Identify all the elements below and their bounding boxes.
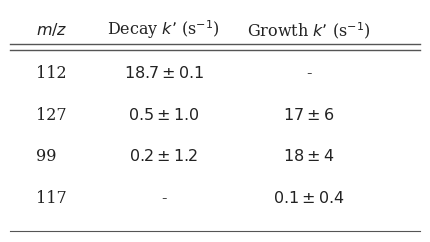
Text: -: - — [161, 190, 166, 207]
Text: $17 \pm 6$: $17 \pm 6$ — [283, 106, 335, 123]
Text: Growth $k$’ (s$^{-1}$): Growth $k$’ (s$^{-1}$) — [247, 20, 371, 41]
Text: Decay $k$’ (s$^{-1}$): Decay $k$’ (s$^{-1}$) — [107, 19, 220, 41]
Text: $18 \pm 4$: $18 \pm 4$ — [283, 148, 335, 165]
Text: 112: 112 — [36, 65, 66, 82]
Text: $0.2 \pm 1.2$: $0.2 \pm 1.2$ — [129, 148, 198, 165]
Text: $0.1 \pm 0.4$: $0.1 \pm 0.4$ — [273, 190, 345, 207]
Text: $0.5 \pm 1.0$: $0.5 \pm 1.0$ — [128, 106, 200, 123]
Text: 127: 127 — [36, 106, 66, 123]
Text: $18.7 \pm 0.1$: $18.7 \pm 0.1$ — [124, 65, 204, 82]
Text: -: - — [306, 65, 312, 82]
Text: 99: 99 — [36, 148, 56, 165]
Text: 117: 117 — [36, 190, 66, 207]
Text: $m/z$: $m/z$ — [36, 22, 67, 38]
